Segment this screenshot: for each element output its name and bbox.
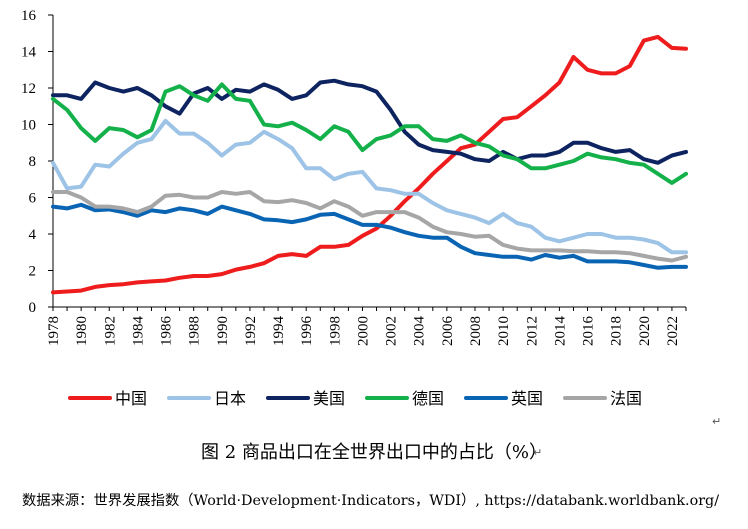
x-tick-label: 1990 — [215, 316, 231, 346]
data-source-note: 数据来源：世界发展指数（World·Development·Indicators… — [22, 493, 720, 509]
x-tick-label: 2006 — [440, 316, 456, 347]
paragraph-mark: ↵ — [712, 415, 722, 428]
x-tick-label: 1988 — [187, 316, 203, 346]
y-tick-label: 0 — [29, 300, 37, 316]
x-tick-label: 1982 — [102, 316, 118, 346]
x-tick-label: 2014 — [552, 316, 568, 347]
legend-label-5: 法国 — [610, 389, 642, 408]
x-tick-label: 1996 — [299, 316, 315, 347]
y-tick-label: 2 — [29, 264, 37, 280]
x-axis-ticks: 1978 1980 1982 1984 1986 1988 1990 1992 1994 1996… — [46, 307, 687, 347]
y-tick-label: 10 — [21, 118, 36, 134]
series-line-1 — [51, 118, 688, 255]
legend-label-4: 英国 — [511, 389, 543, 408]
x-tick-label: 1992 — [243, 316, 259, 346]
legend-label-2: 美国 — [313, 389, 345, 408]
series-line-2 — [51, 78, 688, 165]
x-tick-label: 1980 — [74, 316, 90, 346]
x-tick-label: 2004 — [412, 316, 428, 347]
legend-label-0: 中国 — [115, 389, 147, 408]
x-tick-label: 1994 — [271, 316, 287, 347]
y-axis-ticks: 0 2 4 6 8 10 12 14 16 — [21, 8, 53, 316]
x-tick-label: 1998 — [327, 316, 343, 346]
x-tick-label: 2016 — [581, 316, 597, 347]
y-tick-label: 4 — [29, 227, 37, 243]
y-tick-label: 8 — [29, 154, 37, 170]
x-tick-label: 2012 — [524, 316, 540, 346]
y-tick-label: 14 — [21, 45, 37, 61]
legend: 中国 日本 美国 德国 英国 法国 — [68, 389, 642, 408]
x-tick-label: 2010 — [496, 316, 512, 346]
y-tick-label: 16 — [21, 8, 37, 24]
x-tick-label: 1986 — [159, 316, 175, 347]
x-tick-label: 2000 — [355, 316, 371, 346]
x-tick-label: 1984 — [130, 316, 146, 347]
x-tick-label: 2002 — [384, 316, 400, 346]
series-line-3 — [51, 82, 688, 185]
legend-label-1: 日本 — [214, 389, 246, 408]
y-tick-label: 6 — [29, 191, 37, 207]
series-line-5 — [51, 190, 688, 263]
series-line-4 — [51, 202, 688, 270]
x-tick-label: 2020 — [637, 316, 653, 346]
x-tick-label: 2008 — [468, 316, 484, 346]
series-line-0 — [51, 34, 688, 295]
x-tick-label: 2022 — [665, 316, 681, 346]
figure-caption: 图 2 商品出口在全世界出口中的占比（%） — [201, 442, 547, 463]
legend-label-3: 德国 — [412, 389, 444, 408]
paragraph-mark: ↵ — [533, 446, 543, 459]
x-tick-label: 2018 — [609, 316, 625, 346]
y-tick-label: 12 — [21, 81, 36, 97]
x-tick-label: 1978 — [46, 316, 62, 346]
series-lines — [51, 34, 688, 295]
